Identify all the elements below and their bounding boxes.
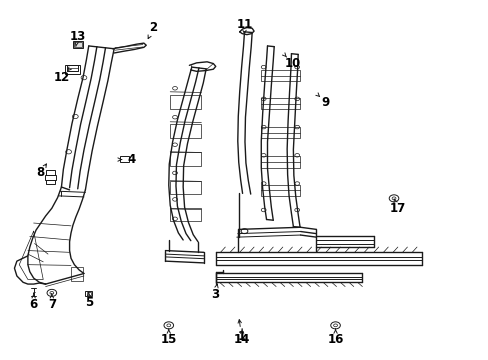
Bar	[74, 42, 82, 47]
Text: 16: 16	[326, 333, 343, 346]
Bar	[170, 124, 201, 138]
Bar	[170, 95, 201, 109]
Bar	[170, 153, 201, 166]
Bar	[261, 185, 299, 196]
Bar	[73, 41, 83, 48]
Bar	[261, 127, 299, 138]
Text: 10: 10	[284, 57, 300, 70]
Bar	[85, 291, 92, 296]
Bar	[46, 180, 55, 184]
Bar	[261, 70, 299, 81]
Text: 11: 11	[236, 18, 252, 31]
Bar	[65, 65, 80, 74]
Text: 1: 1	[237, 330, 245, 343]
Text: 13: 13	[69, 30, 86, 42]
Bar	[87, 292, 90, 294]
Text: 12: 12	[53, 71, 69, 84]
Text: 7: 7	[48, 298, 56, 311]
Text: 4: 4	[127, 153, 136, 166]
Bar	[261, 156, 299, 168]
Text: 5: 5	[84, 296, 93, 309]
Text: 15: 15	[160, 333, 177, 346]
Bar	[67, 65, 78, 71]
Bar	[71, 267, 83, 280]
Text: 9: 9	[321, 96, 329, 109]
Text: 6: 6	[29, 298, 38, 311]
Text: 2: 2	[149, 21, 157, 34]
Bar	[170, 208, 201, 221]
Bar	[261, 98, 299, 109]
Bar	[170, 181, 201, 194]
Text: 8: 8	[37, 166, 45, 179]
Bar	[46, 171, 55, 175]
Bar	[120, 156, 129, 162]
Text: 14: 14	[233, 333, 250, 346]
Text: 17: 17	[389, 202, 405, 215]
Text: 3: 3	[210, 288, 219, 301]
Bar	[44, 175, 56, 180]
